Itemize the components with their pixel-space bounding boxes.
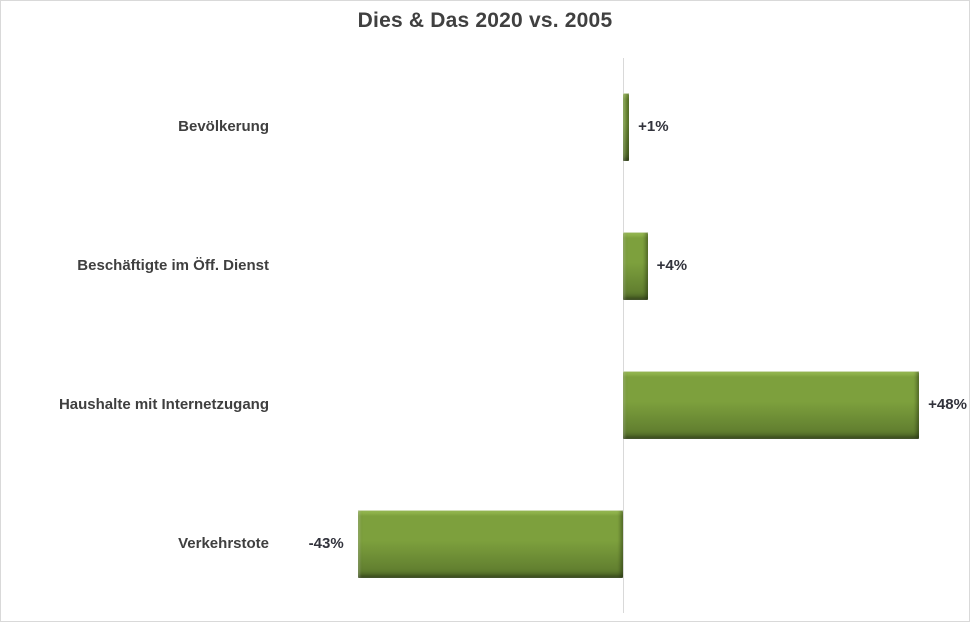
category-label: Haushalte mit Internetzugang xyxy=(58,395,269,413)
value-axis-line xyxy=(623,58,624,613)
bar xyxy=(623,232,648,301)
data-label: +4% xyxy=(656,257,688,275)
bar xyxy=(357,509,623,578)
data-label: +48% xyxy=(928,395,967,413)
chart-title: Dies & Das 2020 vs. 2005 xyxy=(357,9,613,32)
bar xyxy=(623,93,630,162)
category-label: Beschäftigte im Öff. Dienst xyxy=(77,257,269,275)
bar xyxy=(623,370,920,439)
plot-area: Bevölkerung +1% Beschäftigte im Öff. Diens… xyxy=(1,1,969,621)
data-label: +1% xyxy=(638,118,669,136)
category-label: Bevölkerung xyxy=(178,118,269,136)
data-label: -43% xyxy=(308,534,344,552)
category-label: Verkehrstote xyxy=(178,534,269,552)
